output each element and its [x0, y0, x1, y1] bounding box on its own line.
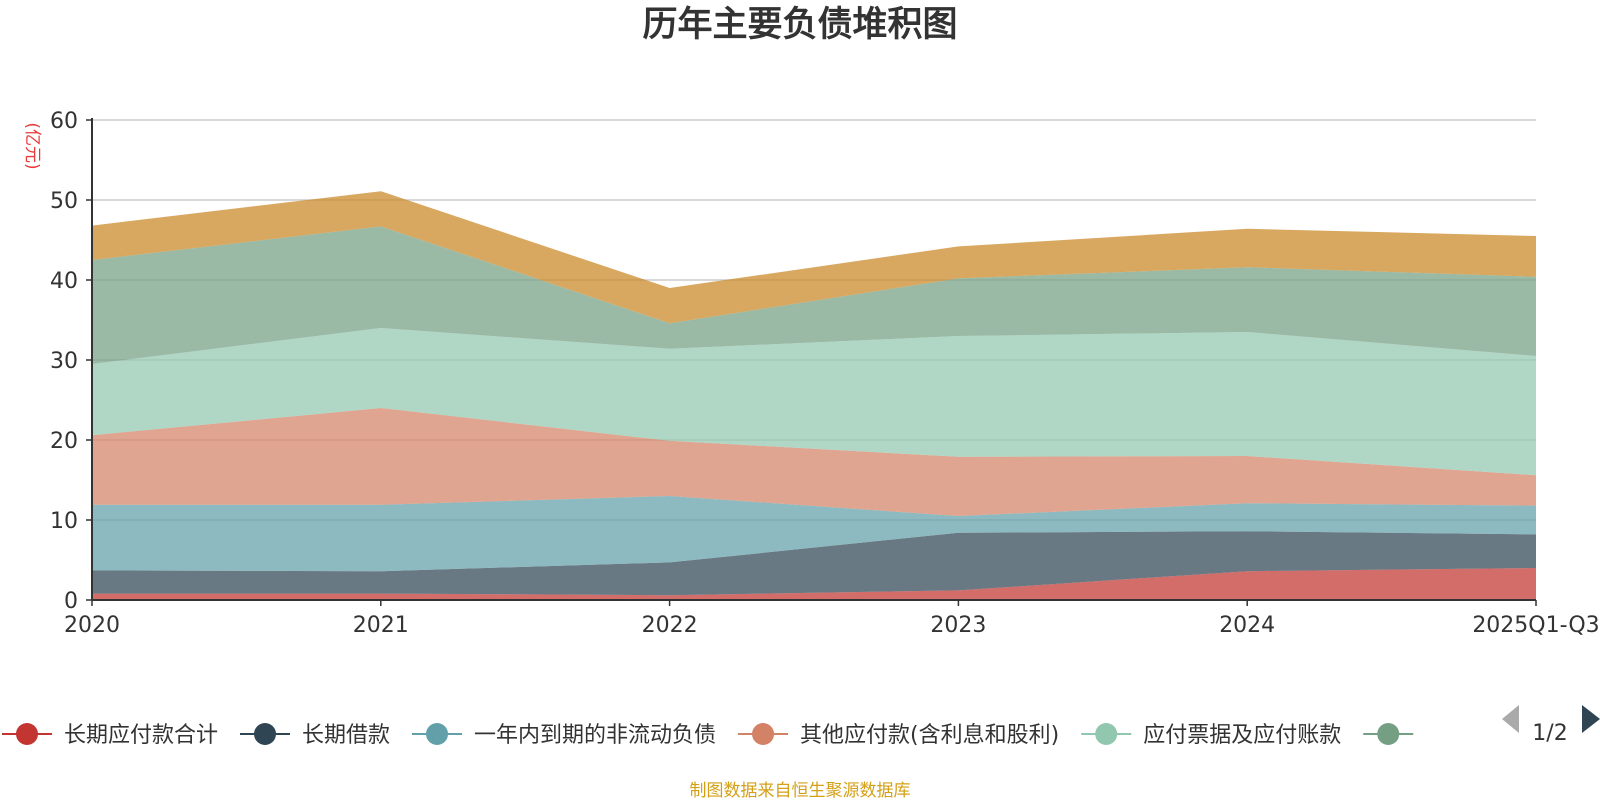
axes — [86, 118, 1537, 606]
legend-item-6[interactable] — [1363, 723, 1414, 745]
area-series-4[interactable] — [92, 408, 1536, 516]
legend-item-2[interactable]: 长期借款 — [240, 723, 390, 748]
area-series-1[interactable] — [92, 568, 1536, 600]
x-tick-label-5: 2024 — [1219, 613, 1275, 638]
legend-label-3: 一年内到期的非流动负债 — [474, 723, 716, 748]
y-tick-label-20: 20 — [50, 429, 78, 454]
stacked-areas — [92, 191, 1536, 600]
y-axis-unit-label: (亿元) — [22, 122, 42, 169]
legend-label-2: 长期借款 — [302, 723, 390, 748]
legend-page-indicator: 1/2 — [1532, 721, 1567, 746]
legend: 长期应付款合计 长期借款 一年内到期的非流动负债 其他应付款(含利息和股利) 应付票据及… — [2, 723, 1414, 748]
data-source-note: 制图数据来自恒生聚源数据库 — [690, 781, 911, 800]
legend-prev-icon[interactable] — [1502, 705, 1519, 733]
y-tick-label-10: 10 — [50, 509, 78, 534]
chart-title: 历年主要负债堆积图 — [642, 5, 957, 45]
legend-label-5: 应付票据及应付账款 — [1143, 723, 1341, 748]
y-tick-label-60: 60 — [50, 109, 78, 134]
x-tick-labels: 2020 2021 2022 2023 2024 2025Q1-Q3 — [64, 613, 1600, 638]
legend-marker-6 — [1377, 723, 1400, 745]
legend-label-4: 其他应付款(含利息和股利) — [800, 723, 1059, 748]
legend-next-icon[interactable] — [1582, 705, 1600, 733]
legend-item-3[interactable]: 一年内到期的非流动负债 — [412, 723, 716, 748]
x-tick-label-4: 2023 — [930, 613, 986, 638]
y-tick-label-50: 50 — [50, 189, 78, 214]
x-tick-label-6: 2025Q1-Q3 — [1472, 613, 1599, 638]
legend-marker-4 — [752, 723, 775, 745]
legend-label-1: 长期应付款合计 — [64, 723, 218, 748]
legend-item-4[interactable]: 其他应付款(含利息和股利) — [738, 723, 1059, 748]
area-series-7[interactable] — [92, 191, 1536, 324]
legend-marker-2 — [254, 723, 277, 745]
y-tick-label-0: 0 — [64, 589, 78, 614]
area-series-5[interactable] — [92, 328, 1536, 476]
y-tick-labels: 0 10 20 30 40 50 60 — [50, 109, 78, 614]
legend-marker-5 — [1095, 723, 1118, 745]
legend-item-5[interactable]: 应付票据及应付账款 — [1081, 723, 1341, 748]
x-tick-label-2: 2021 — [353, 613, 409, 638]
x-tick-label-3: 2022 — [642, 613, 698, 638]
area-series-6[interactable] — [92, 226, 1536, 364]
y-tick-label-40: 40 — [50, 269, 78, 294]
x-tick-label-1: 2020 — [64, 613, 120, 638]
legend-item-1[interactable]: 长期应付款合计 — [2, 723, 218, 748]
legend-marker-3 — [426, 723, 449, 745]
area-series-3[interactable] — [92, 496, 1536, 572]
legend-pager: 1/2 — [1502, 705, 1600, 746]
area-series-2[interactable] — [92, 531, 1536, 596]
y-tick-label-30: 30 — [50, 349, 78, 374]
legend-marker-1 — [16, 723, 38, 745]
